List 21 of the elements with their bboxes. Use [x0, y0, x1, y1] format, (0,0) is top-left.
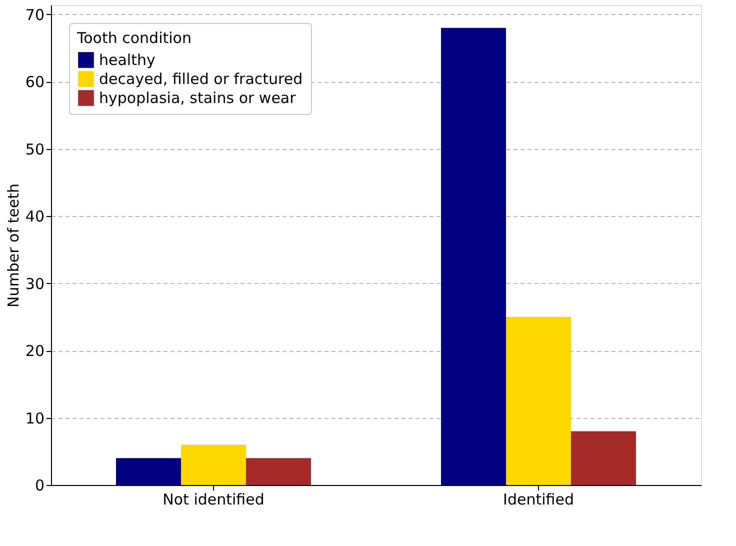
- legend-title: Tooth condition: [76, 29, 192, 47]
- y-tick-label: 30: [25, 274, 44, 293]
- y-tick-label: 40: [25, 208, 44, 226]
- bar: [571, 431, 636, 485]
- y-tick-label: 0: [34, 476, 44, 494]
- bar: [181, 444, 246, 485]
- legend-label: hypoplasia, stains or wear: [99, 89, 297, 107]
- bar: [246, 458, 311, 485]
- bar: [116, 458, 181, 485]
- legend-label: healthy: [99, 51, 156, 69]
- y-tick-label: 20: [25, 342, 44, 360]
- bar: [506, 316, 571, 485]
- y-tick-label: 50: [25, 140, 44, 158]
- y-tick-label: 60: [25, 73, 44, 92]
- y-tick-label: 10: [25, 409, 44, 428]
- legend-label: decayed, filled or fractured: [99, 70, 303, 88]
- x-tick-label: Not identified: [162, 490, 264, 508]
- y-tick-label: 70: [25, 6, 44, 24]
- bar: [441, 28, 506, 485]
- x-tick-label: Identified: [503, 490, 574, 508]
- y-axis-title: Number of teeth: [4, 184, 22, 308]
